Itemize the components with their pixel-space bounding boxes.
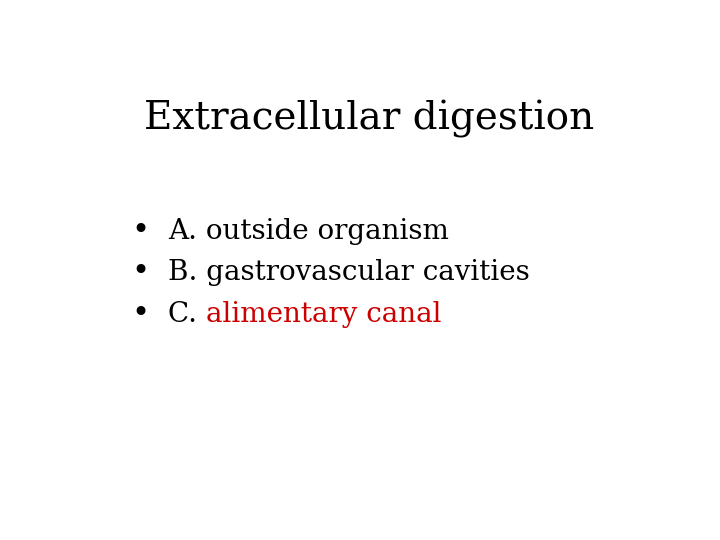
Text: Extracellular digestion: Extracellular digestion bbox=[144, 100, 594, 138]
Text: •: • bbox=[131, 299, 149, 330]
Text: C.: C. bbox=[168, 301, 206, 328]
Text: A. outside organism: A. outside organism bbox=[168, 218, 449, 245]
Text: •: • bbox=[131, 257, 149, 288]
Text: •: • bbox=[131, 215, 149, 247]
Text: B. gastrovascular cavities: B. gastrovascular cavities bbox=[168, 259, 530, 286]
Text: alimentary canal: alimentary canal bbox=[206, 301, 441, 328]
